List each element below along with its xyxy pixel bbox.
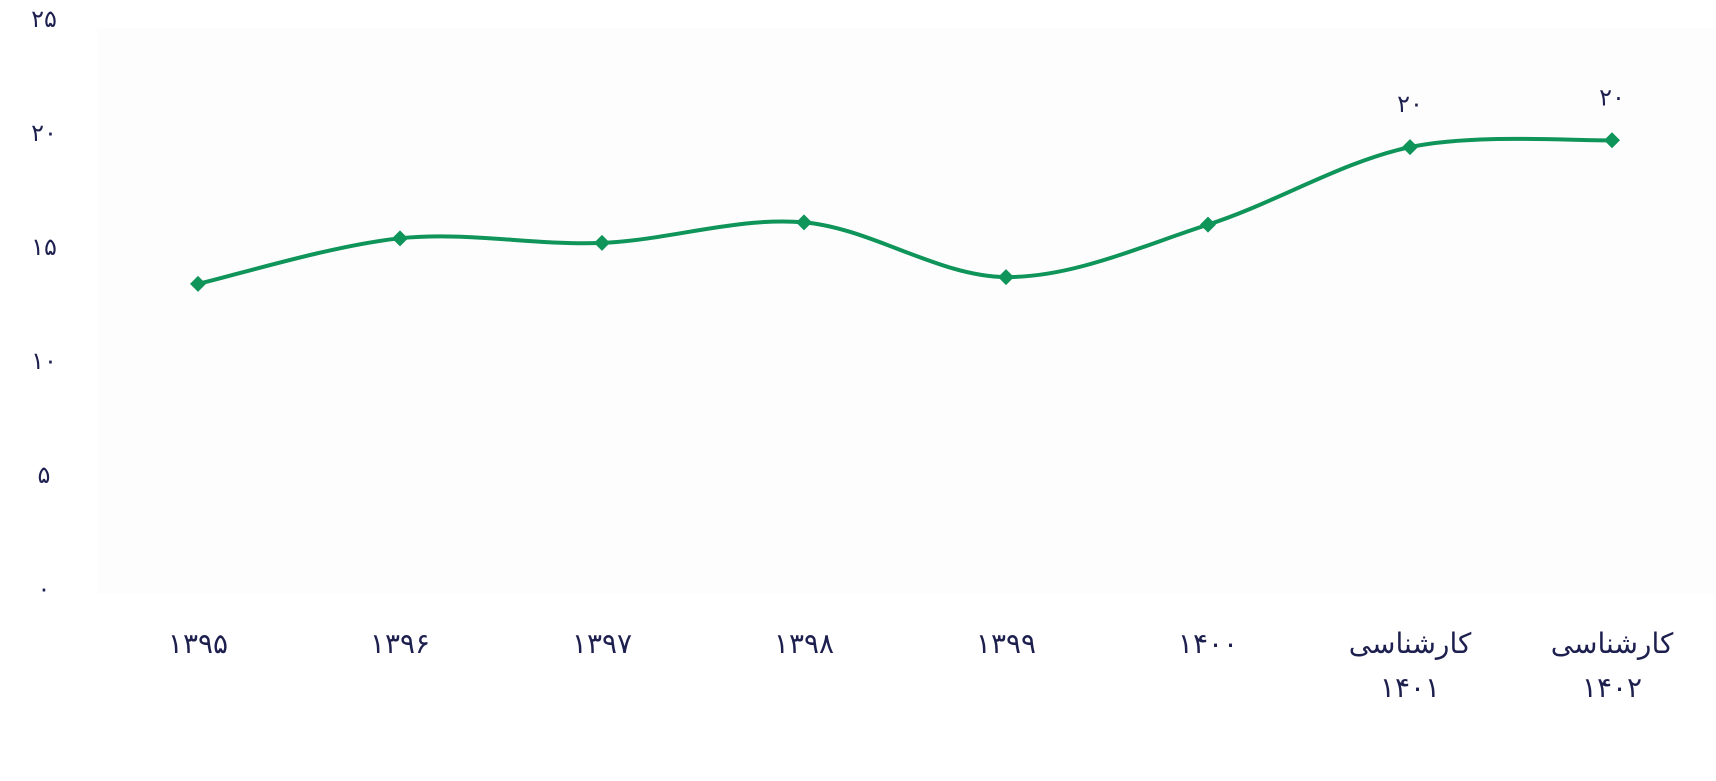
line	[197, 136, 1613, 286]
plot-area	[97, 28, 1716, 594]
x-tick-label: کارشناسی ۱۴۰۲	[1550, 627, 1674, 704]
x-tick-label: ۱۳۹۵	[167, 627, 229, 660]
x-tick-label: ۱۳۹۹	[975, 627, 1037, 660]
x-tick-label: ۱۴۰۰	[1177, 627, 1239, 660]
y-tick-label: ۲۵	[31, 5, 57, 33]
x-tick-label: کارشناسی ۱۴۰۱	[1348, 627, 1472, 704]
marker	[796, 214, 812, 231]
y-tick-label: ۵	[38, 461, 51, 489]
y-tick-label: ۱۵	[31, 233, 57, 261]
x-tick-label: ۱۳۹۷	[571, 627, 633, 660]
y-tick-label: ۰	[38, 575, 51, 603]
marker	[998, 269, 1014, 286]
x-tick-label: ۱۳۹۶	[369, 627, 431, 660]
marker	[594, 234, 610, 251]
data-label: ۲۰	[1397, 90, 1423, 118]
marker	[1604, 132, 1620, 149]
marker	[1402, 139, 1418, 156]
y-tick-label: ۱۰	[31, 347, 57, 375]
y-tick-label: ۲۰	[31, 119, 57, 147]
data-label: ۲۰	[1599, 83, 1625, 111]
marker	[392, 230, 408, 247]
x-tick-label: ۱۳۹۸	[773, 627, 835, 660]
marker	[1200, 216, 1216, 233]
marker	[190, 275, 206, 292]
